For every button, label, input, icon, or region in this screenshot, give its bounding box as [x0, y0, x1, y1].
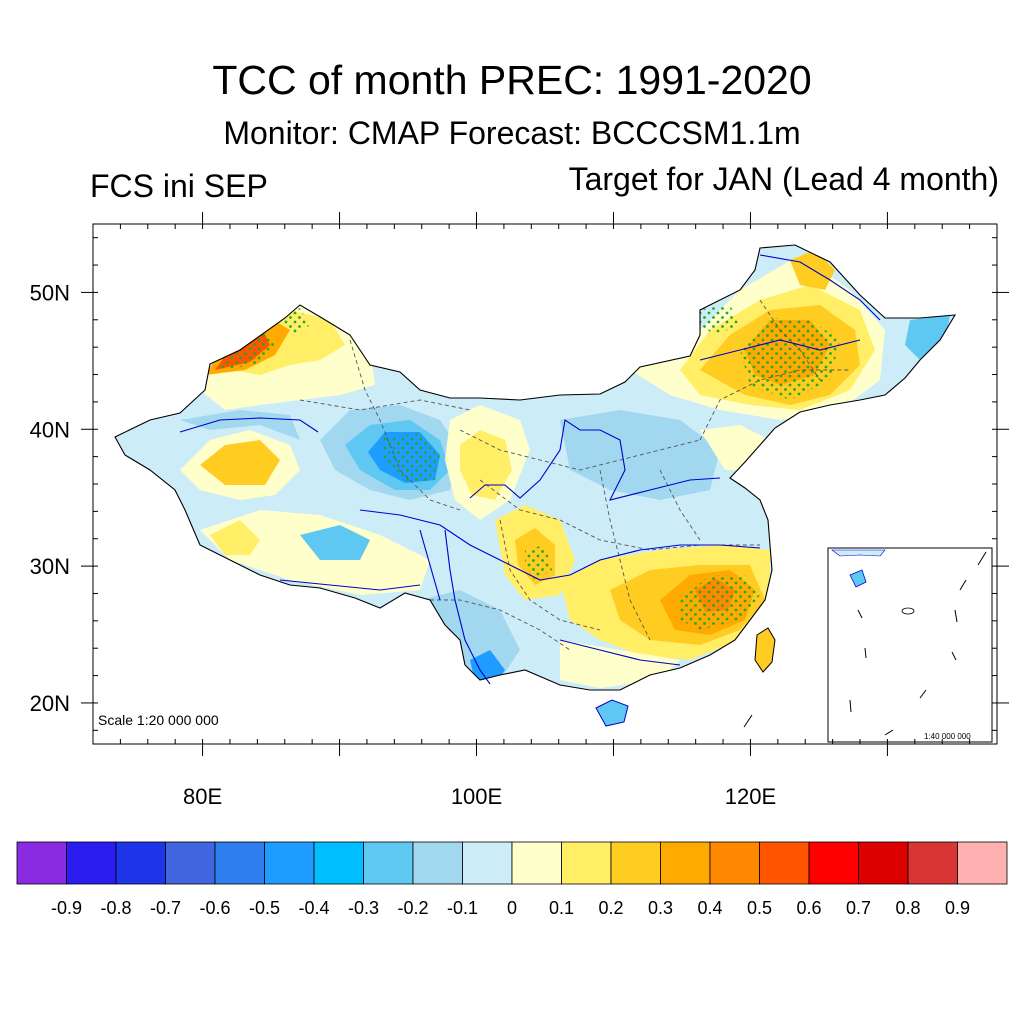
colorbar-label: -0.8	[100, 898, 131, 918]
colorbar-label: -0.7	[150, 898, 181, 918]
colorbar-swatch	[264, 841, 315, 885]
colorbar-swatch	[412, 841, 463, 885]
colorbar-swatch	[808, 841, 859, 885]
lon-tick-label: 120E	[725, 784, 776, 809]
colorbar-swatch	[858, 841, 909, 885]
colorbar: -0.9 -0.8 -0.7 -0.6 -0.5 -0.4 -0.3 -0.2 -0.1 0 0.1…	[16, 841, 1008, 918]
scale-text: Scale 1:20 000 000	[98, 712, 219, 728]
colorbar-swatch	[957, 841, 1008, 885]
colorbar-label: 0.7	[846, 898, 871, 918]
lat-tick-label: 30N	[30, 554, 70, 579]
colorbar-label: -0.2	[397, 898, 428, 918]
lat-tick-label: 50N	[30, 280, 70, 305]
colorbar-swatch	[214, 841, 265, 885]
colorbar-swatch	[610, 841, 661, 885]
colorbar-label: 0.8	[895, 898, 920, 918]
coast-fragment	[743, 714, 753, 728]
colorbar-label: -0.3	[348, 898, 379, 918]
colorbar-label: -0.4	[298, 898, 329, 918]
colorbar-label: 0	[507, 898, 517, 918]
colorbar-label: 0.5	[747, 898, 772, 918]
plot-subtitle: Monitor: CMAP Forecast: BCCCSM1.1m	[223, 115, 801, 151]
plot-title: TCC of month PREC: 1991-2020	[212, 57, 812, 103]
colorbar-swatch	[16, 841, 67, 885]
colorbar-label: -0.9	[51, 898, 82, 918]
colorbar-label: -0.6	[199, 898, 230, 918]
lat-tick-label: 20N	[30, 691, 70, 716]
south-china-sea-inset: 1:40 000 000	[827, 547, 993, 743]
axes: 80E 100E 120E 50N 40N 30N 20N	[30, 212, 1009, 809]
colorbar-label: 0.6	[796, 898, 821, 918]
target-label: Target for JAN (Lead 4 month)	[568, 161, 999, 197]
colorbar-swatch	[759, 841, 810, 885]
province-boundaries	[299, 299, 850, 651]
colorbar-swatch	[511, 841, 562, 885]
colorbar-swatch	[462, 841, 513, 885]
colorbar-label: 0.1	[549, 898, 574, 918]
colorbar-swatch	[313, 841, 364, 885]
rivers	[179, 254, 881, 685]
taiwan-island	[754, 627, 776, 673]
init-label: FCS ini SEP	[90, 168, 268, 204]
colorbar-label: 0.4	[697, 898, 722, 918]
lat-tick-label: 40N	[30, 417, 70, 442]
colorbar-label: 0.3	[648, 898, 673, 918]
tcc-field	[115, 245, 955, 690]
colorbar-label: -0.1	[447, 898, 478, 918]
colorbar-swatch	[66, 841, 117, 885]
colorbar-swatch	[709, 841, 760, 885]
colorbar-swatch	[165, 841, 216, 885]
colorbar-label: 0.2	[598, 898, 623, 918]
colorbar-swatch	[660, 841, 711, 885]
colorbar-swatch	[363, 841, 414, 885]
colorbar-label: 0.9	[945, 898, 970, 918]
china-outline	[114, 244, 957, 691]
colorbar-swatch	[907, 841, 958, 885]
inset-scale-text: 1:40 000 000	[924, 732, 971, 741]
lon-tick-label: 80E	[183, 784, 222, 809]
hainan-island	[595, 699, 629, 727]
colorbar-label: -0.5	[249, 898, 280, 918]
colorbar-swatch	[115, 841, 166, 885]
colorbar-swatch	[561, 841, 612, 885]
lon-tick-label: 100E	[451, 784, 502, 809]
